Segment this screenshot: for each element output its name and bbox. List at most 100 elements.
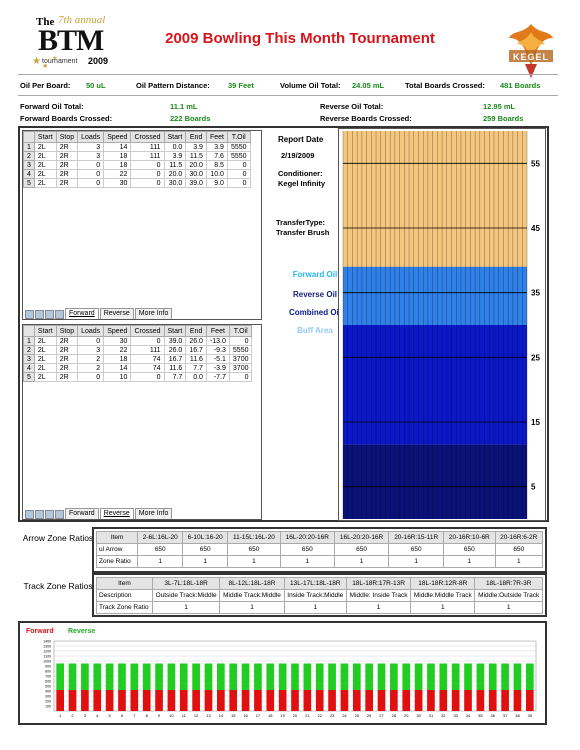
table-cell[interactable]: 2R [55, 151, 79, 161]
table-cell[interactable]: 0 [77, 178, 105, 188]
column-header[interactable]: Stop [55, 325, 79, 337]
table-cell[interactable]: 7.7 [185, 363, 207, 373]
column-header[interactable]: Start [33, 131, 57, 143]
table-cell[interactable]: 0 [77, 160, 105, 170]
table-cell[interactable]: -7.7 [205, 372, 230, 382]
table-row[interactable]: 3 2L 2R 2 18 74 16.7 11.6 -5.1 3700 [23, 354, 253, 364]
tab-reverse[interactable]: Reverse [99, 508, 134, 519]
table-cell[interactable]: 3.9 [163, 151, 187, 161]
column-header[interactable]: T.Oil [228, 325, 253, 337]
table-cell[interactable]: 2R [55, 372, 79, 382]
table-cell[interactable]: 2R [55, 160, 79, 170]
table-row[interactable]: 4 2L 2R 2 14 74 11.6 7.7 -3.9 3700 [23, 363, 253, 373]
tab-nav-prev-button[interactable] [35, 310, 44, 319]
table-cell[interactable]: 30 [103, 178, 132, 188]
table-cell[interactable]: 1 [23, 336, 35, 346]
column-header[interactable] [23, 131, 35, 143]
table-cell[interactable]: 111 [130, 142, 165, 152]
table-cell[interactable]: 0.0 [163, 142, 187, 152]
column-header[interactable]: Speed [103, 131, 132, 143]
table-cell[interactable]: 3 [77, 142, 105, 152]
table-cell[interactable]: 18 [103, 160, 132, 170]
table-cell[interactable]: 2L [33, 160, 57, 170]
table-cell[interactable]: 2 [77, 363, 105, 373]
table-cell[interactable]: -3.9 [205, 363, 230, 373]
table-row[interactable]: 1 2L 2R 3 14 111 0.0 3.9 3.9 5550 [23, 142, 251, 152]
table-cell[interactable]: 0 [130, 160, 165, 170]
table-row[interactable]: 2 2L 2R 3 22 111 26.0 16.7 -9.3 5550 [23, 345, 253, 355]
table-cell[interactable]: 8.5 [205, 160, 228, 170]
table-row[interactable]: 5 2L 2R 0 10 0 7.7 0.0 -7.7 0 [23, 372, 253, 382]
table-row[interactable]: 1 2L 2R 0 30 0 39.0 26.0 -13.0 0 [23, 336, 253, 346]
table-cell[interactable]: 5550 [226, 151, 251, 161]
table-row[interactable]: 4 2L 2R 0 22 0 20.0 30.0 10.0 0 [23, 169, 251, 179]
table-cell[interactable]: 111 [130, 151, 165, 161]
table-cell[interactable]: 7.7 [163, 372, 187, 382]
table-cell[interactable]: 2 [23, 345, 35, 355]
table-cell[interactable]: 2L [33, 354, 57, 364]
column-header[interactable] [23, 325, 35, 337]
table-cell[interactable]: 0 [228, 336, 253, 346]
table-cell[interactable]: 3 [23, 160, 35, 170]
table-cell[interactable]: 3700 [228, 354, 253, 364]
table-cell[interactable]: 4 [23, 169, 35, 179]
table-cell[interactable]: 0 [130, 178, 165, 188]
table-cell[interactable]: -5.1 [205, 354, 230, 364]
table-cell[interactable]: 0 [77, 372, 105, 382]
table-cell[interactable]: 18 [103, 151, 132, 161]
table-cell[interactable]: -13.0 [205, 336, 230, 346]
table-cell[interactable]: 11.6 [163, 363, 187, 373]
table-cell[interactable]: 111 [130, 345, 165, 355]
table-row[interactable]: 5 2L 2R 0 30 0 30.0 39.0 9.0 0 [23, 178, 251, 188]
tab-nav-next-button[interactable] [45, 310, 54, 319]
table-cell[interactable]: 5550 [228, 345, 253, 355]
column-header[interactable]: Start [163, 131, 187, 143]
table-cell[interactable]: 4 [23, 363, 35, 373]
column-header[interactable]: Start [33, 325, 57, 337]
table-cell[interactable]: 74 [130, 354, 165, 364]
table-cell[interactable]: 2L [33, 345, 57, 355]
table-cell[interactable]: 20.0 [185, 160, 207, 170]
table-cell[interactable]: 2L [33, 142, 57, 152]
table-cell[interactable]: 39.0 [185, 178, 207, 188]
table-cell[interactable]: 3.9 [185, 142, 207, 152]
table-cell[interactable]: 74 [130, 363, 165, 373]
column-header[interactable]: End [185, 131, 207, 143]
table-cell[interactable]: 30.0 [185, 169, 207, 179]
table-cell[interactable]: 10.0 [205, 169, 228, 179]
table-cell[interactable]: 5 [23, 372, 35, 382]
table-cell[interactable]: 11.5 [185, 151, 207, 161]
table-cell[interactable]: -9.3 [205, 345, 230, 355]
tab-nav-first-button[interactable] [25, 310, 34, 319]
tab-reverse[interactable]: Reverse [99, 308, 134, 319]
table-cell[interactable]: 16.7 [163, 354, 187, 364]
tab-nav-last-button[interactable] [55, 510, 64, 519]
tab-nav-first-button[interactable] [25, 510, 34, 519]
table-cell[interactable]: 2R [55, 345, 79, 355]
table-cell[interactable]: 3700 [228, 363, 253, 373]
table-cell[interactable]: 1 [23, 142, 35, 152]
column-header[interactable]: Stop [55, 131, 79, 143]
table-cell[interactable]: 20.0 [163, 169, 187, 179]
tab-more-info[interactable]: More Info [134, 308, 173, 319]
table-cell[interactable]: 11.6 [185, 354, 207, 364]
tab-forward[interactable]: Forward [65, 308, 99, 319]
table-cell[interactable]: 0 [130, 336, 165, 346]
table-cell[interactable]: 30 [103, 336, 132, 346]
table-cell[interactable]: 0 [226, 160, 251, 170]
table-cell[interactable]: 30.0 [163, 178, 187, 188]
column-header[interactable]: End [185, 325, 207, 337]
table-cell[interactable]: 2R [55, 354, 79, 364]
table-cell[interactable]: 2R [55, 178, 79, 188]
table-cell[interactable]: 2L [33, 336, 57, 346]
table-cell[interactable]: 2L [33, 363, 57, 373]
table-cell[interactable]: 26.0 [163, 345, 187, 355]
table-cell[interactable]: 3 [77, 151, 105, 161]
column-header[interactable]: Loads [77, 131, 105, 143]
table-cell[interactable]: 2L [33, 169, 57, 179]
table-cell[interactable]: 16.7 [185, 345, 207, 355]
tab-more-info[interactable]: More Info [134, 508, 173, 519]
table-cell[interactable]: 0 [228, 372, 253, 382]
column-header[interactable]: Crossed [130, 131, 165, 143]
table-cell[interactable]: 2L [33, 151, 57, 161]
